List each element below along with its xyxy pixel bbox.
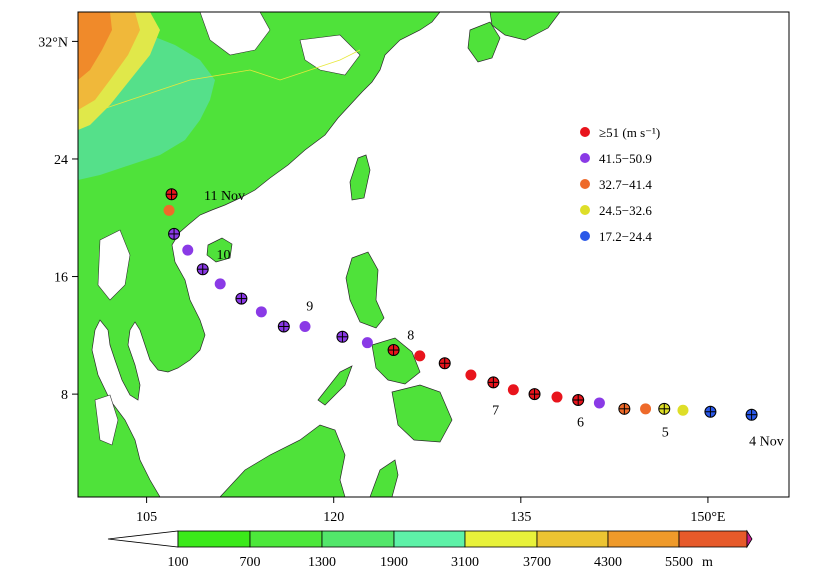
elevation-colorbar: 100 700 1300 1900 3100 3700 4300 5500 m [107, 529, 753, 570]
legend-label: 17.2−24.4 [599, 229, 652, 244]
sulawesi-fragment [369, 459, 399, 497]
day-label: 4 Nov [749, 435, 784, 450]
lat-tick-label: 8 [61, 388, 68, 403]
legend-swatch [580, 231, 590, 241]
colorbar-label: 3700 [523, 555, 551, 570]
legend-label: 24.5−32.6 [599, 203, 652, 218]
colorbar-label: 1900 [380, 555, 408, 570]
legend-swatch [580, 153, 590, 163]
lowland-patch-4 [94, 394, 119, 446]
terrain-layer [78, 12, 561, 497]
lon-tick-label: 150°E [690, 510, 725, 525]
legend-swatch [580, 179, 590, 189]
colorbar-segment [464, 530, 538, 548]
colorbar-segment [321, 530, 395, 548]
track-point [551, 391, 563, 403]
lowland-patch-1 [199, 12, 271, 56]
colorbar-label: 100 [168, 555, 189, 570]
track-point [163, 204, 175, 216]
track-point [593, 397, 605, 409]
track-point [214, 278, 226, 290]
track-point [414, 350, 426, 362]
legend-label: 32.7−41.4 [599, 177, 652, 192]
borneo-island [219, 424, 346, 497]
lat-tick-label: 16 [54, 271, 68, 286]
track-point [182, 244, 194, 256]
colorbar-segment [177, 530, 251, 548]
colorbar-label: 700 [240, 555, 261, 570]
track-point [677, 404, 689, 416]
lat-tick-label: 32°N [38, 35, 68, 50]
day-label: 5 [662, 426, 669, 441]
japan-kyushu [467, 21, 501, 63]
visayas-island [371, 337, 421, 385]
day-label: 6 [577, 415, 584, 430]
latitude-axis: 32°N 24 16 8 [38, 35, 78, 403]
colorbar-right-arrow [746, 529, 753, 549]
colorbar-segment [607, 530, 680, 548]
longitude-axis: 105 120 135 150°E [136, 497, 725, 525]
taiwan-island [349, 154, 371, 201]
lat-tick-label: 24 [54, 153, 68, 168]
track-point [255, 306, 267, 318]
legend-swatch [580, 205, 590, 215]
colorbar-unit: m [702, 555, 713, 570]
track-point [465, 369, 477, 381]
track-day-labels: 4 Nov 5 6 7 8 9 10 11 Nov [204, 189, 784, 449]
colorbar-label: 5500 [665, 555, 693, 570]
day-label: 11 Nov [204, 189, 245, 204]
colorbar-label: 3100 [451, 555, 479, 570]
map-frame [77, 11, 790, 498]
typhoon-track [163, 188, 758, 421]
mindanao-island [391, 384, 453, 443]
track-point [361, 337, 373, 349]
luzon-island [345, 251, 385, 329]
track-point [640, 403, 652, 415]
colorbar-segment [393, 530, 466, 548]
boundary-lines [99, 49, 361, 111]
colorbar-segment [536, 530, 609, 548]
palawan-island [317, 365, 353, 406]
lon-tick-label: 105 [136, 510, 157, 525]
track-point [507, 384, 519, 396]
day-label: 7 [492, 404, 499, 419]
intensity-legend: ≥51 (m s⁻¹) 41.5−50.9 32.7−41.4 24.5−32.6 17… [580, 125, 660, 244]
day-label: 10 [216, 248, 230, 263]
lowland-patch-2 [299, 34, 361, 76]
colorbar-label: 1300 [308, 555, 336, 570]
day-label: 8 [407, 329, 414, 344]
japan-honshu [489, 12, 561, 41]
legend-label: ≥51 (m s⁻¹) [599, 125, 660, 140]
legend-swatch [580, 127, 590, 137]
track-point [299, 321, 311, 333]
colorbar-segment [249, 530, 323, 548]
hainan-island [206, 237, 233, 263]
lon-tick-label: 120 [323, 510, 344, 525]
colorbar-segment [678, 530, 748, 548]
day-label: 9 [306, 299, 313, 314]
legend-label: 41.5−50.9 [599, 151, 652, 166]
lowland-patch-3 [97, 229, 131, 301]
highland-red-orange [78, 12, 112, 80]
lon-tick-label: 135 [510, 510, 531, 525]
colorbar-label: 4300 [594, 555, 622, 570]
colorbar-left-arrow [107, 530, 179, 548]
